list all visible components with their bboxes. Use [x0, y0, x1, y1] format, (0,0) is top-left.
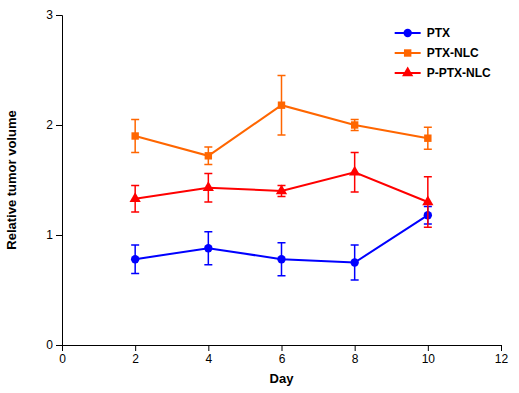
tick: 2 [132, 345, 139, 366]
marks [130, 76, 434, 281]
x-axis-line [63, 346, 502, 352]
error-bar [131, 245, 139, 274]
series [131, 206, 432, 280]
point [349, 166, 360, 176]
legend-symbol [403, 29, 411, 37]
y-axis: 0 1 2 3 [46, 8, 62, 352]
tick-label: 6 [279, 352, 286, 366]
error-bar [424, 127, 432, 149]
point [350, 258, 358, 266]
tick-label: 0 [46, 338, 53, 352]
point [131, 255, 139, 263]
tick: 2 [46, 118, 62, 132]
error-bar [351, 245, 359, 280]
tick-label: 10 [422, 352, 436, 366]
error-bar [351, 120, 359, 131]
point [278, 101, 285, 108]
series [131, 76, 432, 165]
point [277, 255, 285, 263]
tick-label: 12 [495, 352, 509, 366]
tick: 1 [46, 228, 62, 242]
tick-mark [208, 345, 209, 351]
point [204, 244, 212, 252]
tick-label: 4 [205, 352, 212, 366]
error-bar [131, 120, 139, 153]
tick-mark [56, 345, 62, 346]
tick-mark [428, 345, 429, 351]
point [203, 181, 214, 191]
point [205, 152, 212, 159]
tick-mark [135, 345, 136, 351]
error-bar [278, 243, 286, 276]
tick-label: 3 [46, 8, 53, 22]
tick-label: 8 [352, 352, 359, 366]
point [131, 132, 138, 139]
point [424, 134, 431, 141]
series [130, 153, 434, 228]
tick-mark [56, 125, 62, 126]
error-bar [204, 232, 212, 265]
legend-label: PTX [427, 26, 450, 40]
point [351, 121, 358, 128]
series-line [135, 215, 428, 262]
error-bar [204, 147, 212, 165]
plot: 0246810120123 [46, 8, 508, 365]
tick: 3 [46, 8, 62, 22]
legend-entry: PTX [395, 26, 450, 40]
tick-mark [501, 345, 502, 351]
point [130, 192, 141, 202]
y-axis-title: Relative tumor volume [4, 110, 19, 249]
tick: 0 [46, 338, 62, 352]
tick-mark [355, 345, 356, 351]
legend-symbol [402, 66, 413, 76]
legend-label: PTX-NLC [427, 46, 479, 60]
legend-symbol [404, 49, 411, 56]
y-axis-line [56, 16, 63, 346]
legend-label: P-PTX-NLC [427, 66, 491, 80]
series-line [135, 172, 428, 202]
legend: PTX PTX-NLC P-PTX-NLC [395, 26, 491, 80]
tick-label: 2 [132, 352, 139, 366]
tick: 8 [352, 345, 359, 366]
tick-mark [56, 15, 62, 16]
tick-label: 0 [59, 352, 66, 366]
tick: 0 [59, 345, 66, 366]
point [276, 184, 287, 194]
tick-label: 1 [46, 228, 53, 242]
tick: 10 [422, 345, 436, 366]
error-bar [278, 76, 286, 135]
legend-entry: PTX-NLC [395, 46, 479, 60]
x-axis: 0 2 4 6 8 10 12 [59, 345, 508, 366]
tick: 12 [495, 345, 509, 366]
tick-mark [56, 235, 62, 236]
x-axis-title: Day [270, 371, 295, 386]
legend-entry: P-PTX-NLC [395, 66, 491, 80]
tick-label: 2 [46, 118, 53, 132]
tick: 6 [279, 345, 286, 366]
point [422, 195, 433, 205]
chart: 0246810120123DayRelative tumor volumePTX… [0, 0, 519, 393]
tick: 4 [205, 345, 212, 366]
tick-mark [282, 345, 283, 351]
